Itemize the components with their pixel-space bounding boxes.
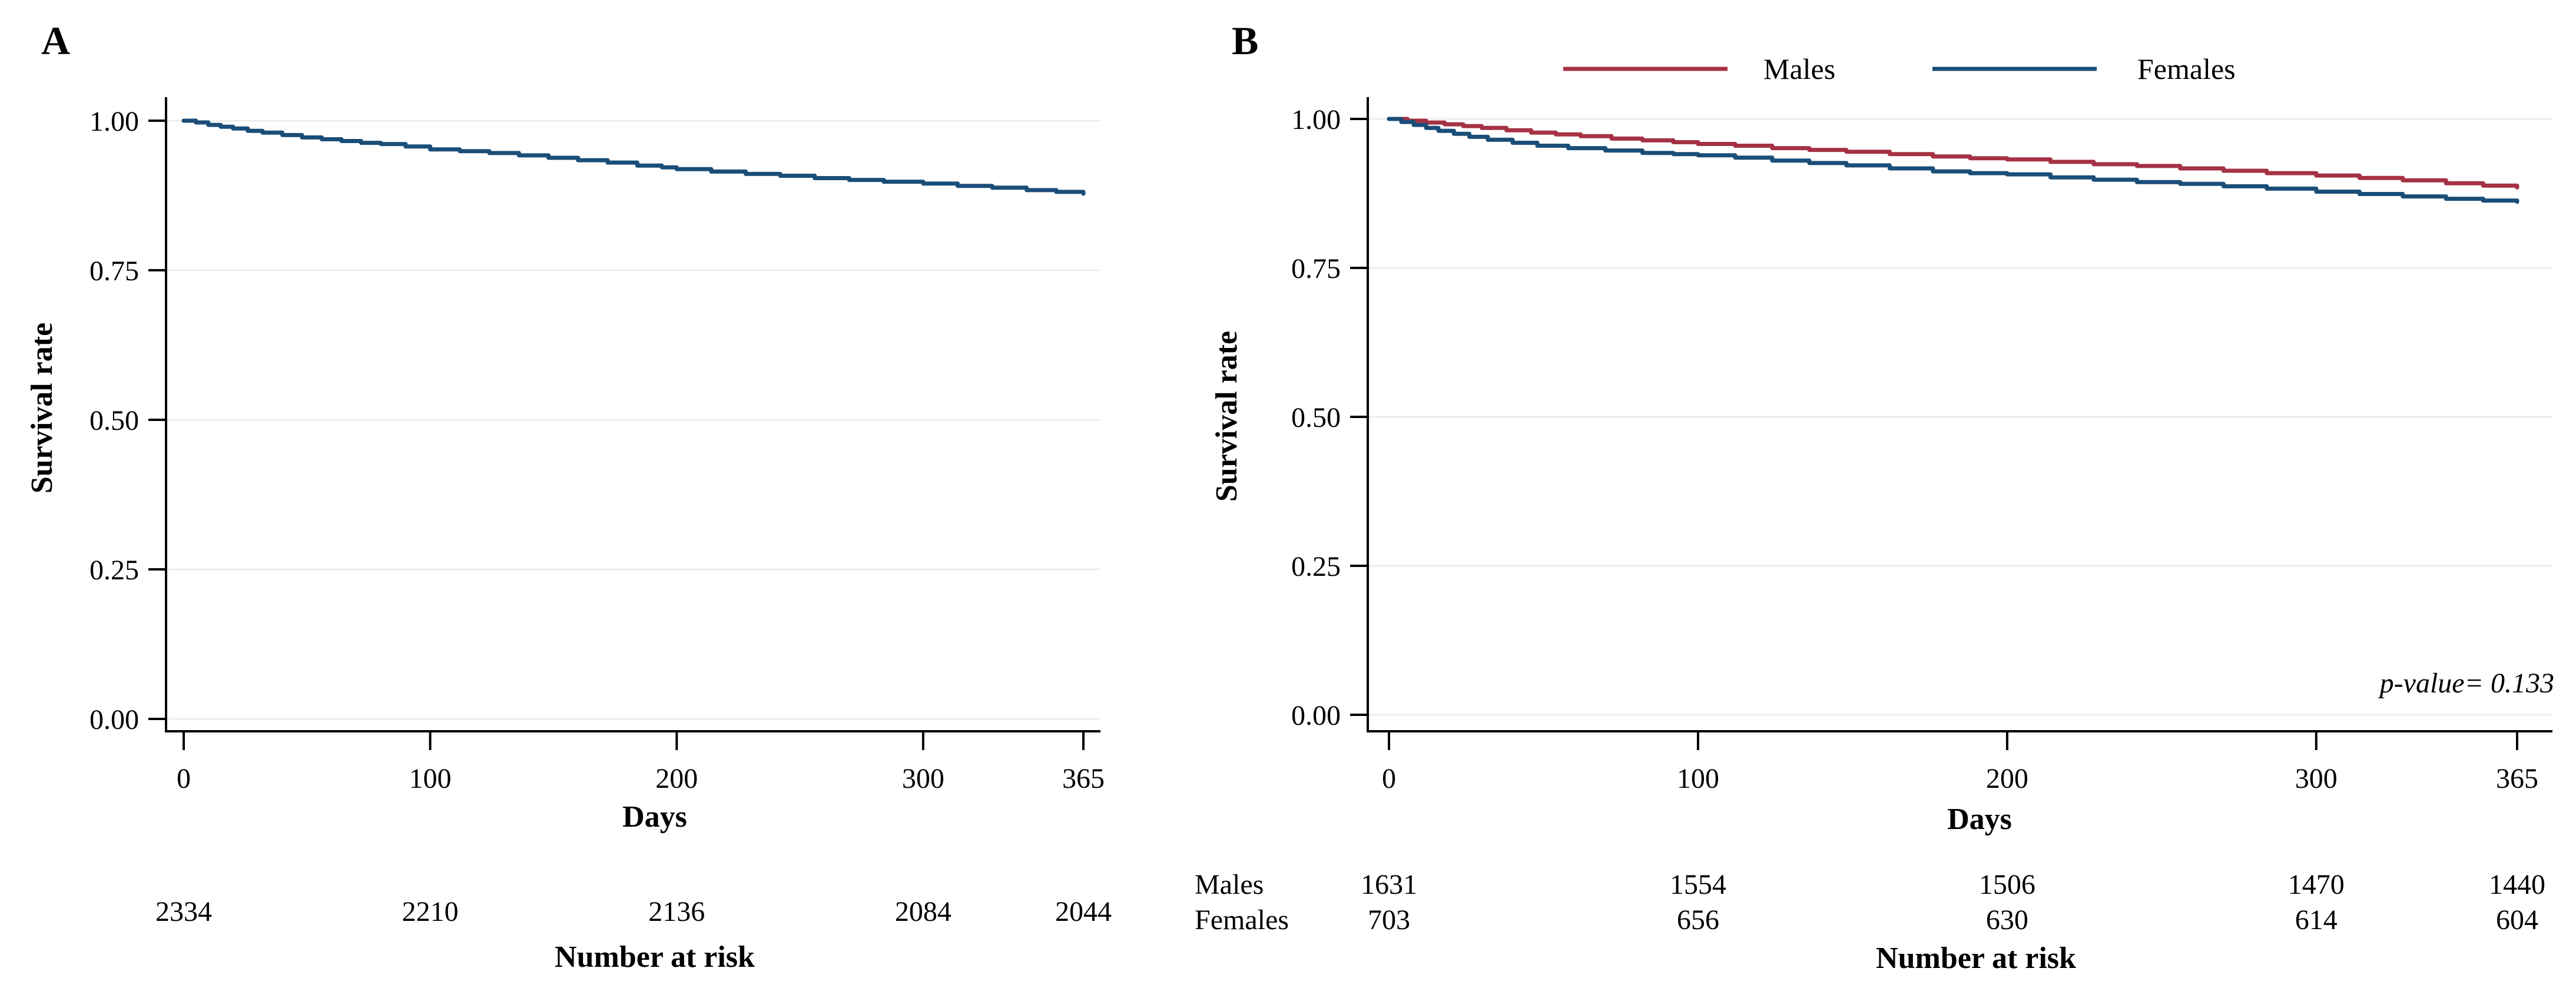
km-curve-males [1387,117,2519,190]
panel-a-x-axis-title: Days [622,800,687,834]
x-tick-label: 365 [2496,763,2538,794]
y-tick-label: 0.75 [89,256,139,287]
y-tick-label: 0.25 [89,555,139,586]
y-tick-label: 1.00 [89,106,139,137]
risk-count: 604 [2496,904,2538,936]
x-tick-label: 300 [2295,763,2338,794]
panel-b-risk-table-title: Number at risk [1876,941,2076,975]
risk-count: 2210 [402,896,459,927]
panel-a-letter: A [41,18,70,63]
risk-count: 1470 [2288,869,2345,900]
y-tick-label: 0.00 [1291,700,1341,731]
risk-count: 703 [1368,904,1410,936]
x-tick-label: 300 [902,763,944,794]
risk-count: 1440 [2489,869,2545,900]
x-tick-label: 200 [1986,763,2028,794]
panel-a-risk-table-title: Number at risk [555,940,755,974]
risk-count: 1506 [1979,869,2035,900]
p-value-annotation: p-value= 0.133 [2378,668,2554,699]
panel-b-x-axis-title: Days [1947,803,2012,836]
y-tick-label: 0.50 [89,405,139,436]
panel-a-y-axis-title: Survival rate [25,323,59,493]
legend-label-females: Females [2137,52,2236,85]
y-tick-label: 0.75 [1291,253,1341,284]
x-tick-label: 100 [1677,763,1719,794]
risk-count: 2084 [895,896,952,927]
risk-row-label-females: Females [1195,904,1289,936]
km-curve-females [1387,117,2519,204]
risk-count: 2044 [1055,896,1112,927]
x-tick-label: 100 [409,763,452,794]
risk-count: 2334 [155,896,212,927]
risk-count: 630 [1986,904,2028,936]
risk-count: 1554 [1670,869,1726,900]
risk-count: 656 [1677,904,1719,936]
km-curve-overall [181,118,1086,196]
x-tick-label: 365 [1062,763,1105,794]
y-tick-label: 0.00 [89,704,139,735]
y-tick-label: 0.50 [1291,402,1341,433]
risk-count: 1631 [1361,869,1417,900]
x-tick-label: 200 [655,763,698,794]
x-tick-label: 0 [1382,763,1396,794]
risk-row-label-males: Males [1195,869,1264,900]
x-tick-label: 0 [177,763,191,794]
panel-b-letter: B [1232,18,1258,63]
panel-b-y-axis-title: Survival rate [1210,331,1244,502]
risk-count: 614 [2295,904,2338,936]
legend-label-males: Males [1763,52,1835,85]
y-tick-label: 1.00 [1291,104,1341,135]
y-tick-label: 0.25 [1291,551,1341,582]
risk-count: 2136 [648,896,705,927]
